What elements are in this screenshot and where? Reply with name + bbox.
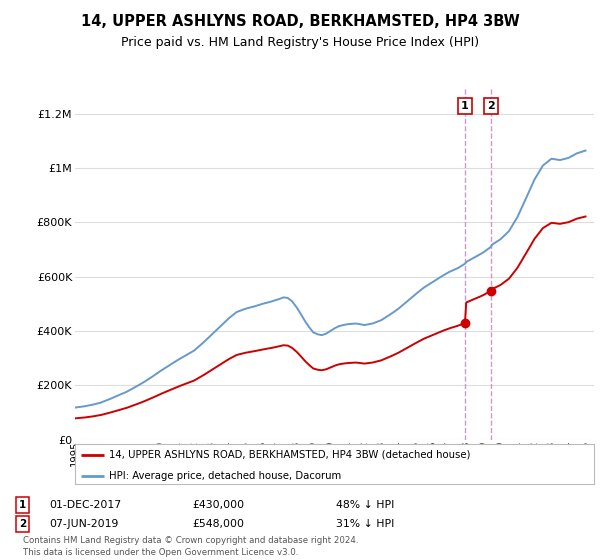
Text: 14, UPPER ASHLYNS ROAD, BERKHAMSTED, HP4 3BW (detached house): 14, UPPER ASHLYNS ROAD, BERKHAMSTED, HP4…	[109, 450, 470, 460]
Text: HPI: Average price, detached house, Dacorum: HPI: Average price, detached house, Daco…	[109, 470, 341, 480]
Text: 48% ↓ HPI: 48% ↓ HPI	[336, 500, 394, 510]
Text: 2: 2	[19, 519, 26, 529]
Text: Price paid vs. HM Land Registry's House Price Index (HPI): Price paid vs. HM Land Registry's House …	[121, 36, 479, 49]
Text: £430,000: £430,000	[192, 500, 244, 510]
Text: 07-JUN-2019: 07-JUN-2019	[49, 519, 119, 529]
Text: 14, UPPER ASHLYNS ROAD, BERKHAMSTED, HP4 3BW: 14, UPPER ASHLYNS ROAD, BERKHAMSTED, HP4…	[80, 14, 520, 29]
Text: 2: 2	[487, 101, 495, 111]
Text: 1: 1	[19, 500, 26, 510]
Text: 31% ↓ HPI: 31% ↓ HPI	[336, 519, 394, 529]
Text: Contains HM Land Registry data © Crown copyright and database right 2024.
This d: Contains HM Land Registry data © Crown c…	[23, 536, 358, 557]
Text: 01-DEC-2017: 01-DEC-2017	[49, 500, 121, 510]
Text: £548,000: £548,000	[192, 519, 244, 529]
Text: 1: 1	[461, 101, 469, 111]
